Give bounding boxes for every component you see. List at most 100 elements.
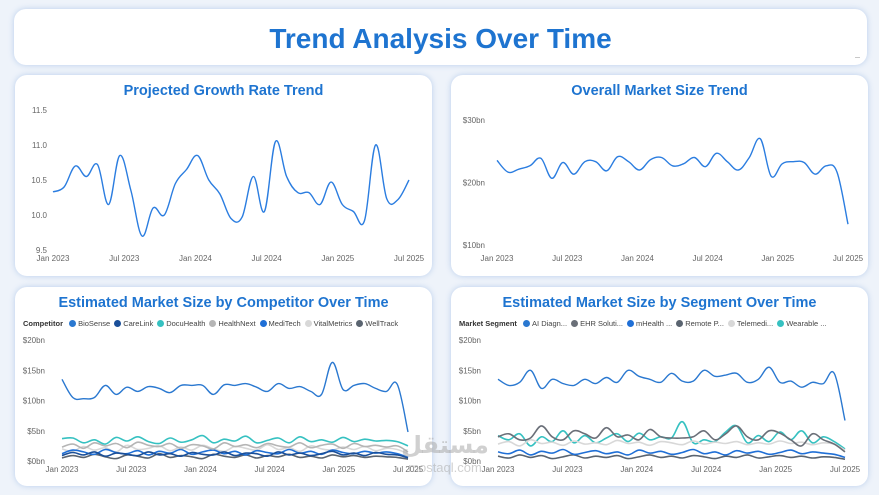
series-line-projected-growth-rate[interactable] bbox=[52, 140, 410, 237]
series-line-docuhealth[interactable] bbox=[61, 434, 409, 447]
y-tick-label: $10bn bbox=[459, 397, 481, 406]
legend-dot-icon bbox=[727, 320, 735, 327]
x-tick-label: Jan 2024 bbox=[620, 465, 653, 474]
title-card: Trend Analysis Over Time bbox=[14, 9, 867, 65]
legend-dot-icon bbox=[69, 320, 77, 327]
y-tick-label: $30bn bbox=[463, 116, 485, 125]
x-tick-label: Jul 2024 bbox=[691, 465, 722, 474]
x-tick-label: Jul 2025 bbox=[394, 254, 425, 263]
legend-item[interactable]: mHealth ... bbox=[627, 319, 672, 328]
legend-label: Remote P... bbox=[685, 319, 724, 328]
legend-item[interactable]: DocuHealth bbox=[157, 319, 205, 328]
legend-item[interactable]: Remote P... bbox=[676, 319, 724, 328]
legend-label: MediTech bbox=[268, 319, 301, 328]
page-title: Trend Analysis Over Time bbox=[269, 23, 612, 54]
chart-title: Projected Growth Rate Trend bbox=[123, 83, 324, 99]
legend-label: WellTrack bbox=[365, 319, 399, 328]
legend-item[interactable]: AI Diagn... bbox=[523, 319, 567, 328]
series-line-mhealth[interactable] bbox=[497, 448, 846, 459]
y-tick-label: 10.5 bbox=[31, 176, 47, 185]
legend-dot-icon bbox=[114, 320, 122, 327]
legend-dot-icon bbox=[209, 320, 217, 327]
x-tick-label: Jan 2023 bbox=[482, 465, 515, 474]
legend-item[interactable]: WellTrack bbox=[356, 319, 398, 328]
legend-item[interactable]: VitalMetrics bbox=[304, 319, 353, 328]
market-size-panel: Overall Market Size Trend $30bn $20bn $10b… bbox=[451, 75, 868, 276]
legend-item[interactable]: HealthNext bbox=[209, 319, 256, 328]
legend-item[interactable]: Wearable ... bbox=[777, 319, 827, 328]
x-tick-label: Jul 2024 bbox=[692, 254, 723, 263]
legend-title: Competitor bbox=[23, 319, 63, 328]
y-tick-label: 11.0 bbox=[32, 141, 48, 150]
legend-item[interactable]: Telemedi... bbox=[727, 319, 774, 328]
series-line-carelink[interactable] bbox=[61, 450, 409, 459]
chart-title: Estimated Market Size by Competitor Over… bbox=[58, 295, 389, 311]
y-tick-label: 9.5 bbox=[36, 246, 48, 255]
x-tick-label: Jul 2023 bbox=[552, 465, 583, 474]
series-line-welltrack[interactable] bbox=[61, 452, 409, 460]
y-tick-label: $15bn bbox=[459, 366, 481, 375]
x-tick-label: Jan 2024 bbox=[621, 254, 654, 263]
x-tick-label: Jan 2025 bbox=[321, 254, 354, 263]
legend-item[interactable]: BioSense bbox=[69, 319, 110, 328]
legend-dot-icon bbox=[777, 320, 785, 327]
x-tick-label: Jul 2023 bbox=[109, 254, 140, 263]
legend-item[interactable]: CareLink bbox=[114, 319, 153, 328]
series-line-ai-diagn[interactable] bbox=[497, 366, 846, 421]
x-tick-label: Jul 2025 bbox=[393, 465, 424, 474]
x-tick-label: Jan 2023 bbox=[46, 465, 79, 474]
legend-label: mHealth ... bbox=[636, 319, 673, 328]
legend-label: Telemedi... bbox=[736, 319, 774, 328]
x-tick-label: Jul 2024 bbox=[254, 465, 285, 474]
competitor-panel: Estimated Market Size by Competitor Over… bbox=[15, 287, 432, 486]
legend-label: CareLink bbox=[123, 319, 154, 328]
y-tick-label: $5bn bbox=[27, 427, 45, 436]
y-tick-label: $0bn bbox=[27, 457, 45, 466]
watermark-arabic: مستقل bbox=[401, 432, 489, 459]
market-size-chart: $30bn $20bn $10bn Jan 2023 Jul 2023 Jan 2024 J… bbox=[463, 116, 864, 263]
legend-label: BioSense bbox=[78, 319, 111, 328]
legend-label: HealthNext bbox=[218, 319, 256, 328]
chart-title: Estimated Market Size by Segment Over Ti… bbox=[502, 295, 817, 311]
y-tick-label: $10bn bbox=[463, 241, 485, 250]
segment-panel: Estimated Market Size by Segment Over Ti… bbox=[451, 287, 868, 486]
x-tick-label: Jan 2025 bbox=[759, 465, 792, 474]
x-tick-label: Jul 2023 bbox=[116, 465, 147, 474]
chart-legend: Competitor BioSense CareLink DocuHealth Hea… bbox=[23, 319, 426, 331]
x-tick-label: Jan 2024 bbox=[184, 465, 217, 474]
y-tick-label: 11.5 bbox=[32, 106, 48, 115]
chart-legend: Market Segment AI Diagn... EHR Soluti... m… bbox=[459, 319, 862, 331]
series-line-market-size[interactable] bbox=[496, 137, 849, 225]
x-tick-label: Jan 2023 bbox=[37, 254, 70, 263]
legend-dot-icon bbox=[523, 320, 531, 327]
series-line-remote-p[interactable] bbox=[497, 454, 846, 460]
legend-label: AI Diagn... bbox=[532, 319, 568, 328]
series-line-telemedi[interactable] bbox=[497, 438, 846, 451]
x-tick-label: Jan 2024 bbox=[179, 254, 212, 263]
x-tick-label: Jan 2023 bbox=[481, 254, 514, 263]
series-line-biosense[interactable] bbox=[61, 361, 409, 433]
series-line-healthnext[interactable] bbox=[61, 441, 409, 453]
legend-item[interactable]: EHR Soluti... bbox=[571, 319, 623, 328]
legend-item[interactable]: MediTech bbox=[259, 319, 301, 328]
x-tick-label: Jul 2025 bbox=[833, 254, 864, 263]
chart-title: Overall Market Size Trend bbox=[571, 83, 748, 99]
legend-label: VitalMetrics bbox=[313, 319, 353, 328]
legend-dot-icon bbox=[627, 320, 634, 327]
legend-dot-icon bbox=[571, 320, 579, 327]
watermark: مستقل mostaql.com bbox=[385, 432, 505, 487]
legend-label: EHR Soluti... bbox=[580, 319, 623, 328]
y-tick-label: $0bn bbox=[463, 457, 481, 466]
legend-dot-icon bbox=[157, 320, 165, 327]
y-tick-label: 10.0 bbox=[31, 211, 47, 220]
legend-dot-icon bbox=[259, 320, 267, 327]
legend-title: Market Segment bbox=[459, 319, 517, 328]
y-tick-label: $15bn bbox=[23, 366, 45, 375]
x-tick-label: Jan 2025 bbox=[322, 465, 355, 474]
series-line-ehr-soluti[interactable] bbox=[497, 425, 846, 453]
y-tick-label: $5bn bbox=[463, 427, 481, 436]
x-tick-label: Jan 2025 bbox=[761, 254, 794, 263]
y-tick-label: $20bn bbox=[459, 336, 481, 345]
legend-dot-icon bbox=[356, 320, 364, 327]
